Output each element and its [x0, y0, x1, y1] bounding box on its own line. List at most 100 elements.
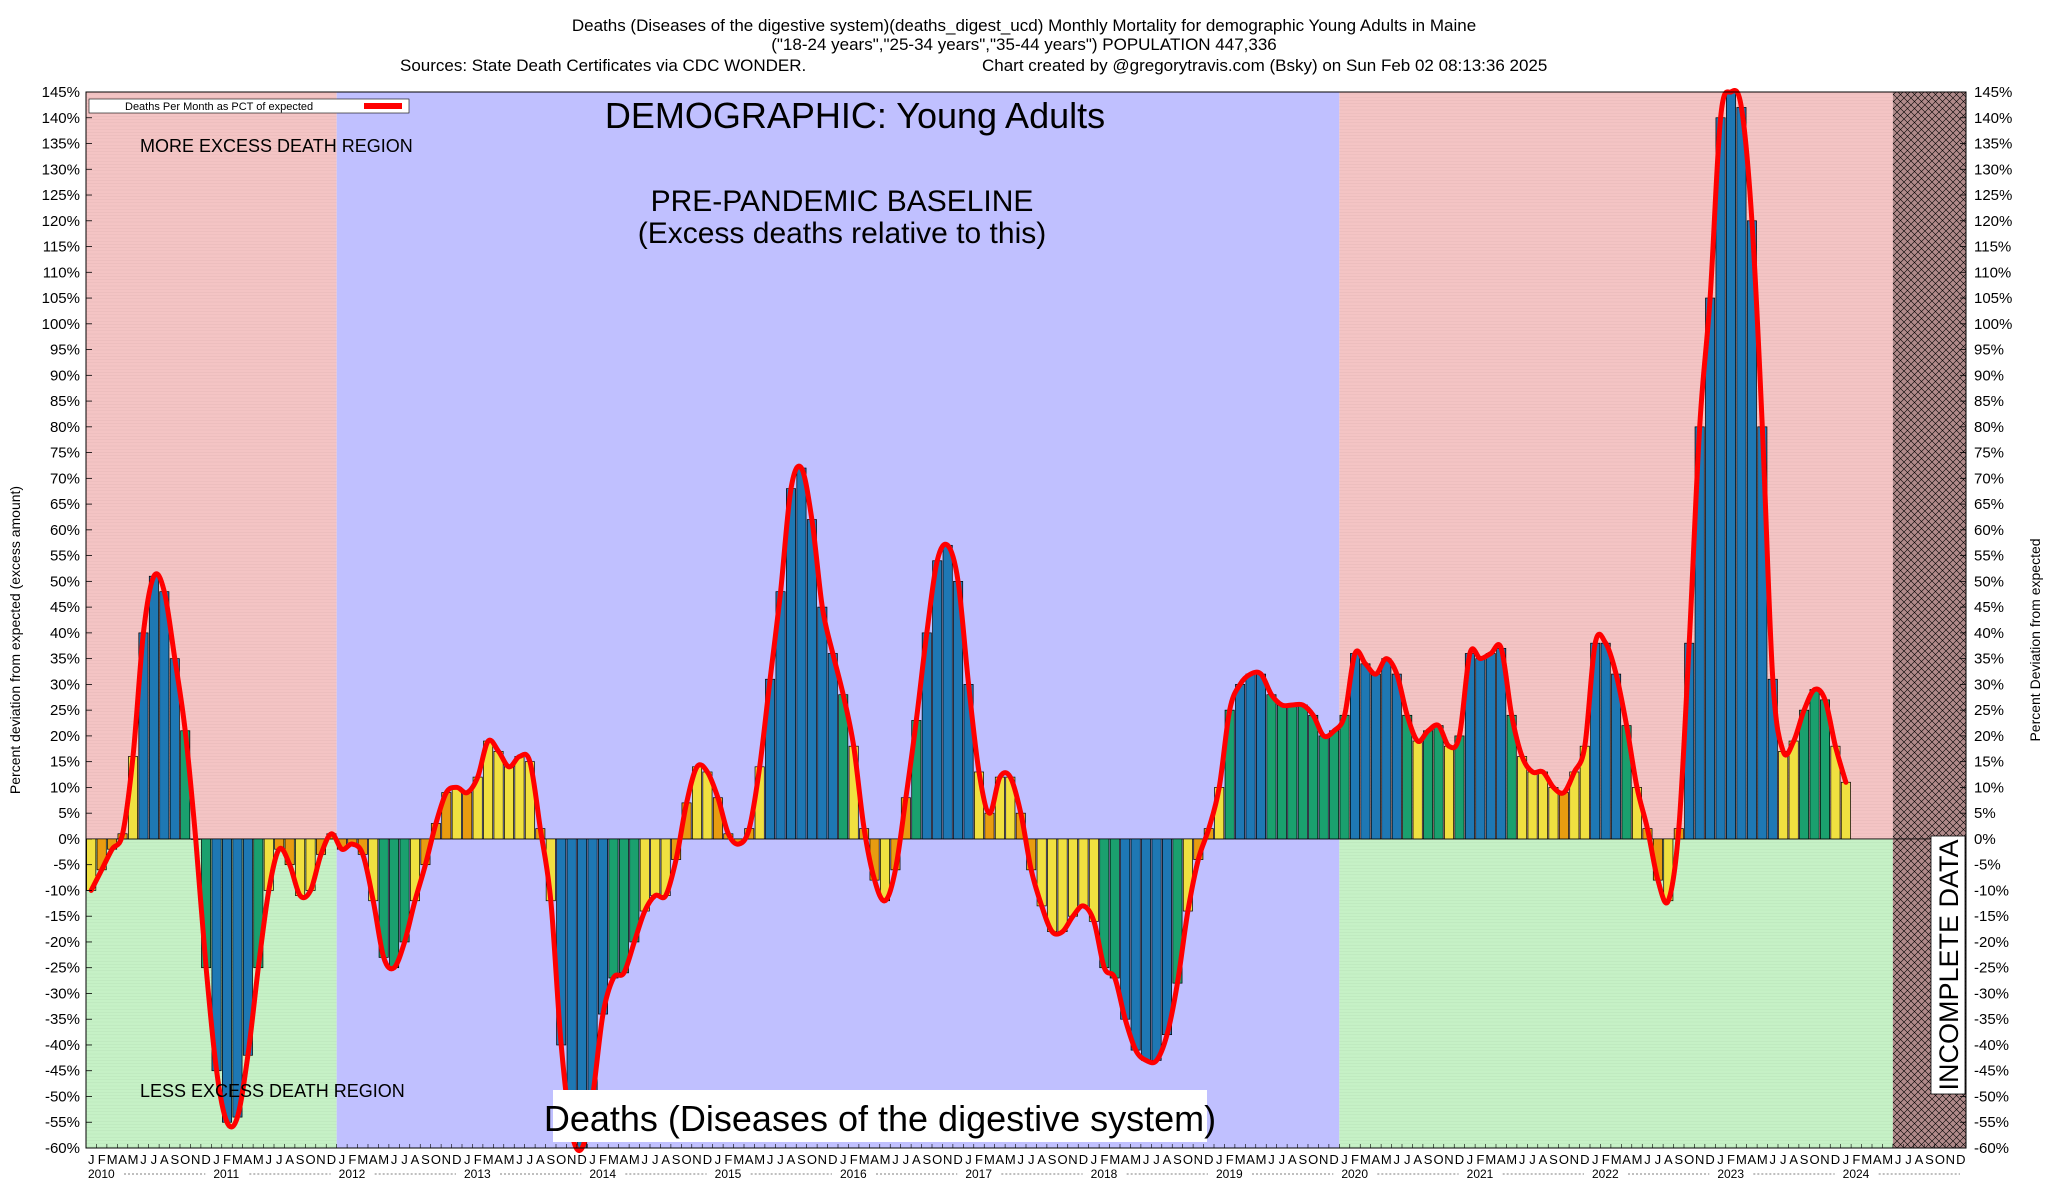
- less-excess-region-label: LESS EXCESS DEATH REGION: [140, 1081, 405, 1101]
- bar-82: [942, 544, 953, 840]
- x-month-label: A: [745, 1152, 754, 1167]
- x-month-label: N: [1695, 1152, 1704, 1167]
- x-month-label: N: [1194, 1152, 1203, 1167]
- x-month-label: O: [1433, 1152, 1443, 1167]
- x-month-label: N: [818, 1152, 827, 1167]
- x-month-label: S: [1173, 1152, 1182, 1167]
- x-month-label: D: [1580, 1152, 1589, 1167]
- x-month-label: M: [483, 1152, 494, 1167]
- axes: -60% -60% -55% -55% -50% -50% -45% -45% -40% -40%…: [42, 84, 2013, 1181]
- x-month-label: A: [1664, 1152, 1673, 1167]
- x-month-label: S: [546, 1152, 555, 1167]
- x-month-label: O: [807, 1152, 817, 1167]
- x-month-label: M: [1861, 1152, 1872, 1167]
- x-month-label: N: [442, 1152, 451, 1167]
- bar-81: [932, 560, 943, 840]
- y-tick-label-right: -50%: [1974, 1088, 2009, 1105]
- region-deficit-2010-2011: [86, 838, 337, 1148]
- y-tick-label-right: -45%: [1974, 1063, 2009, 1080]
- y-tick-label-left: 120%: [42, 213, 80, 230]
- bar-128: [1423, 730, 1434, 840]
- x-month-label: J: [1529, 1152, 1536, 1167]
- demographic-label: DEMOGRAPHIC: Young Adults: [605, 95, 1105, 136]
- x-month-label: J: [1519, 1152, 1526, 1167]
- bar-6: [148, 575, 159, 840]
- bar-112: [1256, 673, 1266, 840]
- bar-93: [1057, 838, 1068, 932]
- x-month-label: A: [285, 1152, 294, 1167]
- bar-113: [1266, 694, 1277, 840]
- x-month-label: S: [672, 1152, 681, 1167]
- y-tick-label-right: 30%: [1974, 676, 2004, 693]
- y-tick-label-left: 35%: [50, 651, 80, 668]
- y-tick-label-left: 60%: [50, 522, 80, 539]
- x-month-label: D: [327, 1152, 336, 1167]
- x-month-label: M: [1736, 1152, 1747, 1167]
- y-tick-label-left: 130%: [42, 161, 80, 178]
- bar-131: [1454, 735, 1465, 840]
- x-month-label: M: [1235, 1152, 1246, 1167]
- y-tick-label-right: 60%: [1974, 522, 2004, 539]
- x-month-label: F: [1476, 1152, 1484, 1167]
- x-month-label: D: [1079, 1152, 1088, 1167]
- y-tick-label-right: 10%: [1974, 779, 2004, 796]
- bars: [86, 91, 1851, 1149]
- x-month-label: J: [1717, 1152, 1724, 1167]
- x-month-label: S: [1424, 1152, 1433, 1167]
- x-month-label: A: [996, 1152, 1005, 1167]
- y-tick-label-left: 105%: [42, 290, 80, 307]
- x-month-label: S: [1549, 1152, 1558, 1167]
- x-month-label: M: [754, 1152, 765, 1167]
- x-month-label: S: [1674, 1152, 1683, 1167]
- x-year-label: 2016: [840, 1167, 867, 1181]
- x-month-label: O: [1057, 1152, 1067, 1167]
- y-tick-label-right: -10%: [1974, 882, 2009, 899]
- x-month-label: A: [244, 1152, 253, 1167]
- x-month-label: A: [1037, 1152, 1046, 1167]
- x-year-label: 2020: [1341, 1167, 1368, 1181]
- bar-126: [1402, 714, 1413, 840]
- x-month-label: A: [1915, 1152, 1924, 1167]
- y-tick-label-right: 115%: [1974, 239, 2011, 256]
- y-tick-label-left: 5%: [58, 805, 80, 822]
- x-month-label: A: [1372, 1152, 1381, 1167]
- x-month-label: J: [391, 1152, 398, 1167]
- more-excess-region-label: MORE EXCESS DEATH REGION: [140, 136, 413, 156]
- x-month-label: F: [599, 1152, 607, 1167]
- bar-36: [462, 792, 473, 840]
- y-tick-label-left: 40%: [50, 625, 80, 642]
- y-tick-label-left: 65%: [50, 496, 80, 513]
- y-tick-label-right: -5%: [1974, 857, 2001, 874]
- x-month-label: D: [1705, 1152, 1714, 1167]
- x-month-label: M: [629, 1152, 640, 1167]
- x-month-label: N: [1068, 1152, 1077, 1167]
- x-month-label: M: [1005, 1152, 1016, 1167]
- trend-line: [88, 88, 1849, 1154]
- x-month-label: A: [1288, 1152, 1297, 1167]
- x-month-label: O: [932, 1152, 942, 1167]
- x-month-label: S: [1800, 1152, 1809, 1167]
- incomplete-data-label: INCOMPLETE DATA: [1930, 835, 1966, 1095]
- y-tick-label-left: 45%: [50, 599, 80, 616]
- x-month-label: J: [767, 1152, 774, 1167]
- x-month-label: A: [1163, 1152, 1172, 1167]
- bar-35: [451, 787, 462, 840]
- x-month-label: A: [118, 1152, 127, 1167]
- bar-50: [608, 838, 619, 979]
- x-month-label: J: [339, 1152, 346, 1167]
- y-tick-label-left: 75%: [50, 445, 80, 462]
- bar-125: [1391, 673, 1402, 840]
- y-tick-label-left: -25%: [45, 960, 80, 977]
- region-excess-2010-2011: [86, 92, 337, 839]
- x-month-label: M: [128, 1152, 139, 1167]
- x-month-label: A: [1413, 1152, 1422, 1167]
- y-tick-label-right: 120%: [1974, 213, 2012, 230]
- y-tick-label-left: 25%: [50, 702, 80, 719]
- x-month-label: S: [1925, 1152, 1934, 1167]
- x-month-label: M: [1109, 1152, 1120, 1167]
- bar-130: [1444, 745, 1454, 840]
- y-tick-label-right: 0%: [1974, 831, 1996, 848]
- y-tick-label-right: 45%: [1974, 599, 2004, 616]
- y-tick-label-left: 80%: [50, 419, 80, 436]
- x-month-label: S: [296, 1152, 305, 1167]
